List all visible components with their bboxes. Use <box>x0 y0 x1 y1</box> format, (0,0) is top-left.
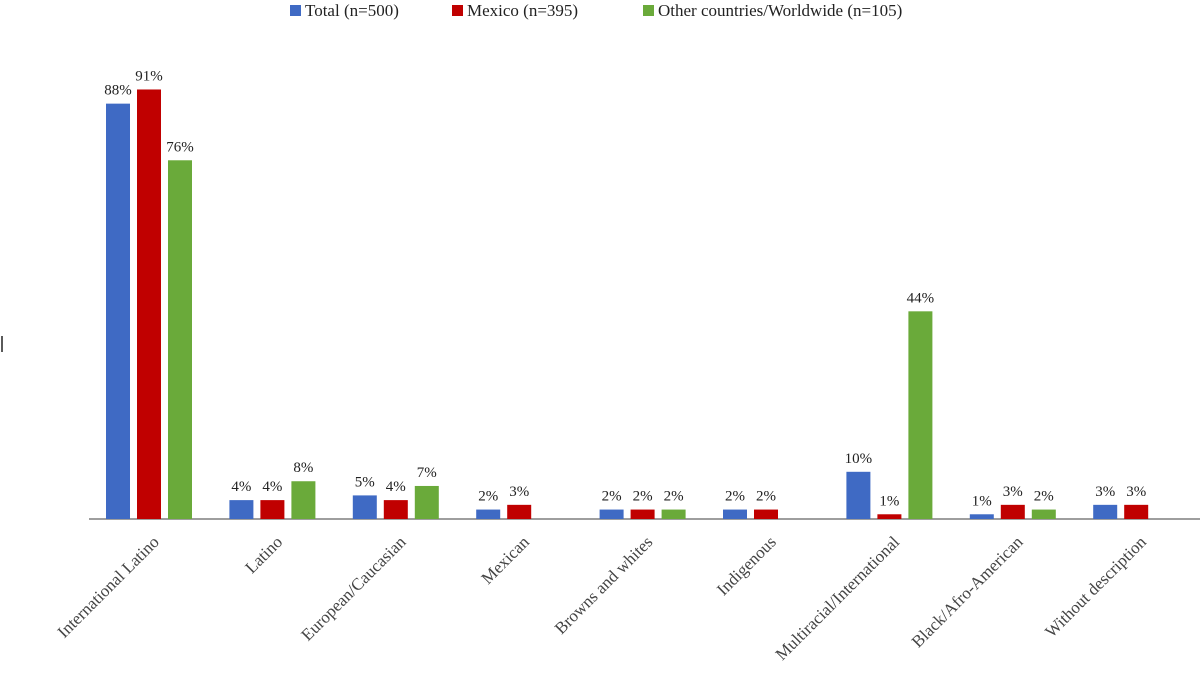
legend-label-1: Total (n=500) <box>305 1 399 20</box>
data-label-2-2: 4% <box>262 479 282 495</box>
bar-1-3 <box>352 495 377 519</box>
data-label-2-4: 3% <box>509 484 529 500</box>
legend-swatch-3 <box>643 5 654 16</box>
bar-2-5 <box>630 509 655 519</box>
data-label-1-3: 5% <box>355 474 375 490</box>
data-label-2-5: 2% <box>633 489 653 505</box>
bar-1-9 <box>1093 504 1118 519</box>
bar-2-3 <box>383 500 408 519</box>
category-label-8: Black/Afro-American <box>908 532 1027 651</box>
data-label-1-1: 88% <box>104 83 132 99</box>
bar-3-1 <box>168 160 192 519</box>
bar-1-4 <box>476 509 501 519</box>
data-label-2-7: 1% <box>879 493 899 509</box>
bar-2-6 <box>754 509 778 519</box>
bar-3-7 <box>908 311 933 519</box>
bar-3-3 <box>414 485 439 519</box>
bar-2-7 <box>877 514 902 519</box>
category-label-5: Browns and whites <box>551 532 657 638</box>
bars <box>106 89 1149 519</box>
bar-2-4 <box>507 504 532 519</box>
data-label-2-1: 91% <box>135 68 163 84</box>
value-labels: 88%91% 76% 4% 4% 8% 5% 4% 7% 2% 3% 2% 2% 2% 2% 2% 10% 1%… <box>104 68 1146 509</box>
legend-swatch-2 <box>452 5 463 16</box>
category-label-9: Without description <box>1041 532 1150 641</box>
data-label-2-3: 4% <box>386 479 406 495</box>
legend-label-2: Mexico (n=395) <box>467 1 578 20</box>
data-label-3-8: 2% <box>1034 489 1054 505</box>
data-label-3-1: 76% <box>166 139 194 155</box>
category-label-6: Indigenous <box>713 532 780 599</box>
bar-1-8 <box>969 514 994 519</box>
category-label-1: International Latino <box>54 532 163 641</box>
data-label-1-9: 3% <box>1095 484 1115 500</box>
data-label-2-9: 3% <box>1126 484 1146 500</box>
category-label-4: Mexican <box>478 532 534 588</box>
data-label-1-8: 1% <box>972 493 992 509</box>
legend: Total (n=500) Mexico (n=395) Other countri… <box>290 1 902 20</box>
category-label-7: Multiracial/International <box>772 532 904 664</box>
bar-3-5 <box>661 509 686 519</box>
bar-2-8 <box>1000 504 1025 519</box>
bar-1-5 <box>599 509 624 519</box>
data-label-1-4: 2% <box>478 489 498 505</box>
legend-swatch-1 <box>290 5 301 16</box>
bar-2-1 <box>137 89 161 519</box>
data-label-2-6: 2% <box>756 489 776 505</box>
bar-3-2 <box>291 481 316 519</box>
data-label-3-5: 2% <box>664 489 684 505</box>
bar-1-2 <box>229 500 254 519</box>
category-labels: International Latino Latino European/Cauca… <box>54 532 1151 664</box>
bar-3-8 <box>1031 509 1056 519</box>
bar-1-7 <box>846 471 871 519</box>
data-label-1-7: 10% <box>845 451 873 467</box>
data-label-3-3: 7% <box>417 465 437 481</box>
data-label-1-5: 2% <box>602 489 622 505</box>
bar-1-1 <box>106 103 130 519</box>
category-label-3: European/Caucasian <box>297 532 410 645</box>
bar-2-9 <box>1124 504 1149 519</box>
data-label-3-7: 44% <box>907 290 935 306</box>
bar-2-2 <box>260 500 285 519</box>
data-label-2-8: 3% <box>1003 484 1023 500</box>
bar-1-6 <box>723 509 747 519</box>
data-label-1-6: 2% <box>725 489 745 505</box>
legend-label-3: Other countries/Worldwide (n=105) <box>658 1 902 20</box>
category-label-2: Latino <box>241 532 286 577</box>
data-label-1-2: 4% <box>231 479 251 495</box>
data-label-3-2: 8% <box>293 460 313 476</box>
